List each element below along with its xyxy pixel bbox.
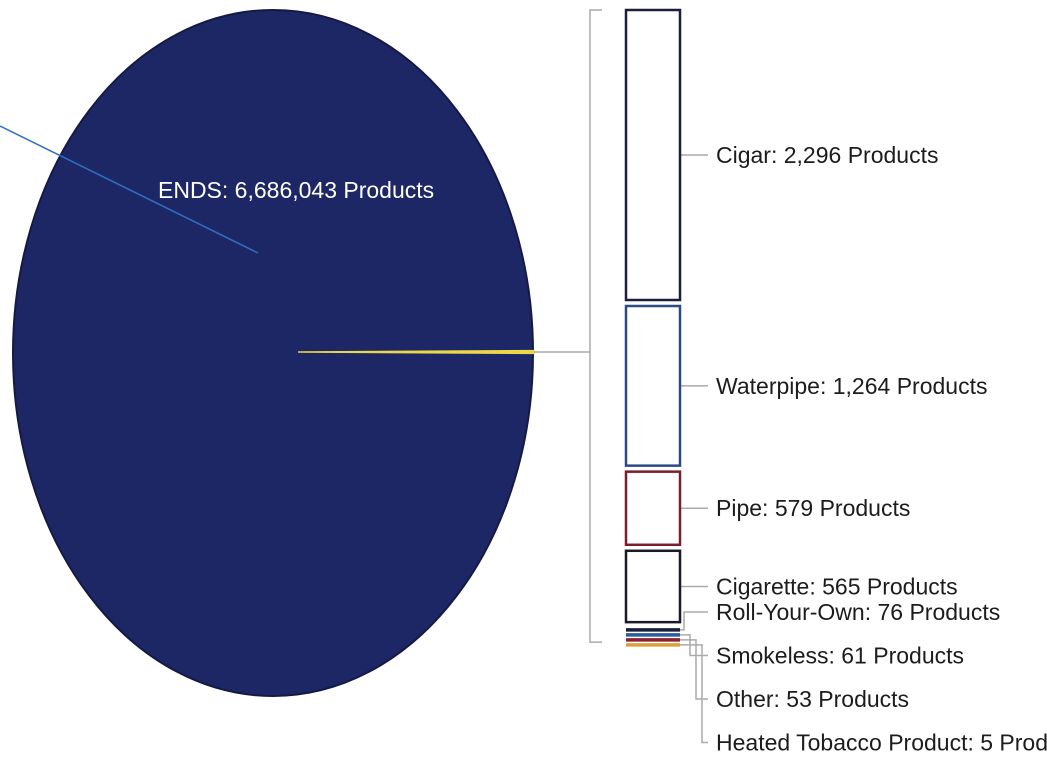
label-other: Other: 53 Products [716, 686, 909, 712]
leader-heated-tobacco-product [680, 644, 708, 744]
connectors-group [534, 9, 708, 744]
label-pipe: Pipe: 579 Products [716, 495, 910, 521]
bar-segment-pipe [624, 470, 682, 547]
label-heated-tobacco-product: Heated Tobacco Product: 5 Products [716, 730, 1047, 756]
bar-segment-cigar [624, 8, 682, 302]
pie-slice-other-categories [297, 349, 535, 355]
pie-label-ends: ENDS: 6,686,043 Products [158, 177, 434, 203]
label-roll-your-own: Roll-Your-Own: 76 Products [716, 599, 1000, 625]
leader-other [680, 639, 708, 700]
bar-segment-roll-your-own [626, 628, 680, 632]
bar-segment-cigarette [624, 549, 682, 624]
label-waterpipe: Waterpipe: 1,264 Products [716, 373, 987, 399]
bar-segment-waterpipe [624, 304, 682, 467]
breakdown-labels: Cigar: 2,296 Products Waterpipe: 1,264 Pr… [716, 142, 1047, 756]
bar-segment-smokeless [626, 633, 680, 637]
leader-roll-your-own [680, 611, 708, 631]
pie-group: ENDS: 6,686,043 Products [0, 9, 535, 697]
breakdown-bracket [589, 9, 602, 643]
label-cigarette: Cigarette: 565 Products [716, 573, 958, 599]
breakdown-bar [624, 8, 682, 647]
pointer-line [0, 125, 259, 254]
label-smokeless: Smokeless: 61 Products [716, 643, 964, 669]
bar-segment-heated-tobacco-product [626, 643, 680, 647]
label-cigar: Cigar: 2,296 Products [716, 142, 938, 168]
bar-segment-other [626, 638, 680, 642]
